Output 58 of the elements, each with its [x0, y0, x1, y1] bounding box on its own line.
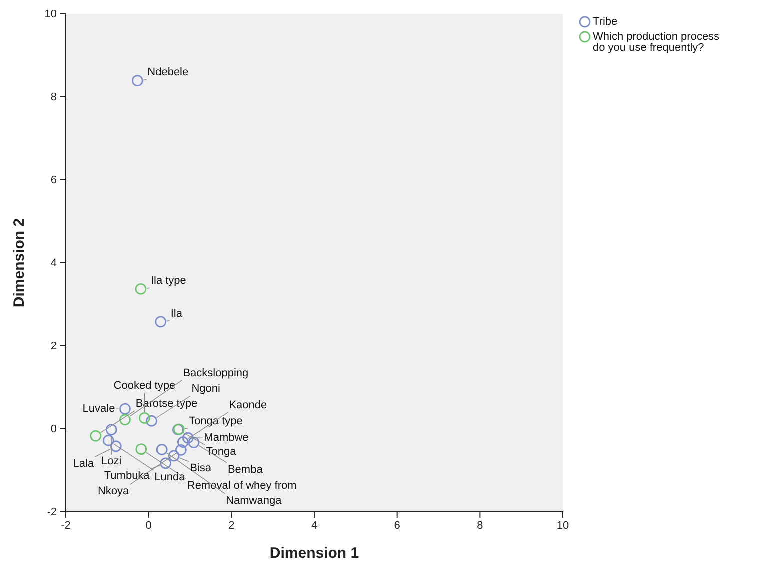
annotation: Barotse type — [136, 398, 198, 410]
x-axis-title: Dimension 1 — [270, 545, 360, 562]
x-tick-label: -2 — [61, 520, 71, 532]
point — [135, 283, 147, 295]
annotation: Ila — [170, 308, 184, 320]
annotation: Tonga type — [189, 415, 243, 428]
point — [90, 430, 102, 442]
annotation: Ndebele — [148, 66, 189, 79]
y-tick-label: 10 — [44, 8, 57, 21]
annotation: Lunda — [154, 471, 186, 484]
legend-label: Which production process do you use frequently? — [593, 30, 720, 54]
point — [146, 415, 158, 427]
annotation: Removal of whey from — [187, 480, 297, 492]
x-tick-label: 4 — [311, 520, 318, 532]
point — [136, 444, 148, 456]
y-tick-label: 0 — [50, 424, 57, 436]
point — [168, 450, 180, 462]
y-tick-label: 2 — [50, 340, 57, 353]
point — [188, 436, 200, 448]
y-axis-title: Dimension 2 — [11, 218, 28, 308]
x-tick-label: 0 — [146, 520, 152, 532]
y-tick-label: 6 — [50, 174, 57, 187]
x-tick-label: 2 — [228, 520, 235, 532]
point — [178, 436, 189, 448]
point — [175, 444, 187, 456]
x-tick-label: 8 — [477, 520, 484, 532]
point — [110, 440, 122, 452]
point — [182, 432, 194, 444]
point — [120, 414, 131, 426]
annotation: Backslopping — [183, 367, 249, 380]
annotation: Bemba — [228, 464, 264, 476]
annotation: Namwanga — [226, 494, 283, 507]
x-tick-label: 6 — [394, 520, 400, 532]
annotation: Tumbuka — [104, 470, 151, 482]
annotation: Mambwe — [204, 432, 249, 444]
annotation: Ngoni — [192, 383, 220, 396]
legend-label: Tribe — [593, 16, 618, 28]
point — [160, 458, 172, 470]
annotation: Bisa — [190, 462, 212, 475]
y-tick-label: -2 — [47, 506, 57, 519]
y-tick-label: 8 — [50, 92, 57, 104]
point — [102, 434, 114, 446]
annotation: Kaonde — [229, 399, 268, 412]
point — [120, 403, 131, 415]
annotation: Tonga — [206, 446, 238, 458]
point — [155, 316, 167, 328]
point — [106, 424, 118, 436]
annotation: Ila type — [150, 275, 186, 288]
annotation: Luvale — [82, 402, 116, 415]
annotation: Nkoya — [98, 486, 130, 498]
point — [132, 75, 144, 87]
point — [156, 444, 168, 456]
point — [138, 412, 150, 424]
annotation: Lala — [73, 458, 95, 470]
x-tick-label: 10 — [556, 520, 570, 532]
annotation: Cooked type — [114, 380, 176, 392]
y-tick-label: 4 — [50, 258, 57, 270]
annotation: Lozi — [101, 456, 122, 468]
